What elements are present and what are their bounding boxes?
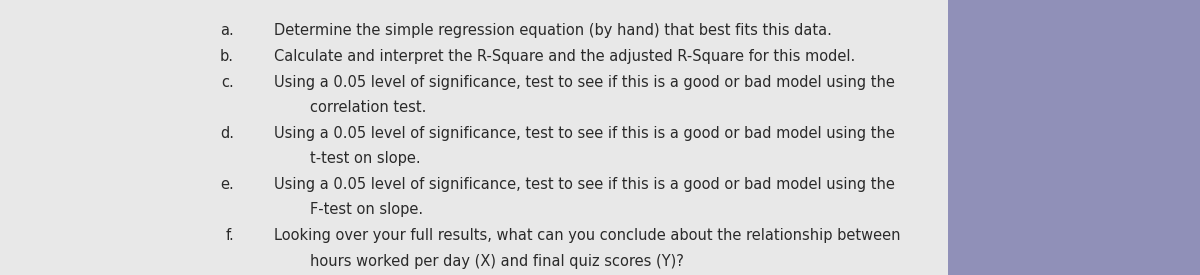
Text: d.: d. xyxy=(220,126,234,141)
Text: a.: a. xyxy=(221,23,234,38)
Text: Determine the simple regression equation (by hand) that best fits this data.: Determine the simple regression equation… xyxy=(274,23,832,38)
Text: t-test on slope.: t-test on slope. xyxy=(310,151,420,166)
Bar xyxy=(0,0,948,275)
Text: hours worked per day (X) and final quiz scores (Y)?: hours worked per day (X) and final quiz … xyxy=(310,254,684,269)
Text: e.: e. xyxy=(221,177,234,192)
Text: Using a 0.05 level of significance, test to see if this is a good or bad model u: Using a 0.05 level of significance, test… xyxy=(274,177,894,192)
Text: Looking over your full results, what can you conclude about the relationship bet: Looking over your full results, what can… xyxy=(274,228,900,243)
Text: correlation test.: correlation test. xyxy=(310,100,426,115)
Text: c.: c. xyxy=(221,75,234,90)
Bar xyxy=(948,0,1200,275)
Text: f.: f. xyxy=(226,228,234,243)
Text: b.: b. xyxy=(220,49,234,64)
Text: Calculate and interpret the R-Square and the adjusted R-Square for this model.: Calculate and interpret the R-Square and… xyxy=(274,49,854,64)
Text: Using a 0.05 level of significance, test to see if this is a good or bad model u: Using a 0.05 level of significance, test… xyxy=(274,75,894,90)
Text: F-test on slope.: F-test on slope. xyxy=(310,202,422,218)
Text: Using a 0.05 level of significance, test to see if this is a good or bad model u: Using a 0.05 level of significance, test… xyxy=(274,126,894,141)
